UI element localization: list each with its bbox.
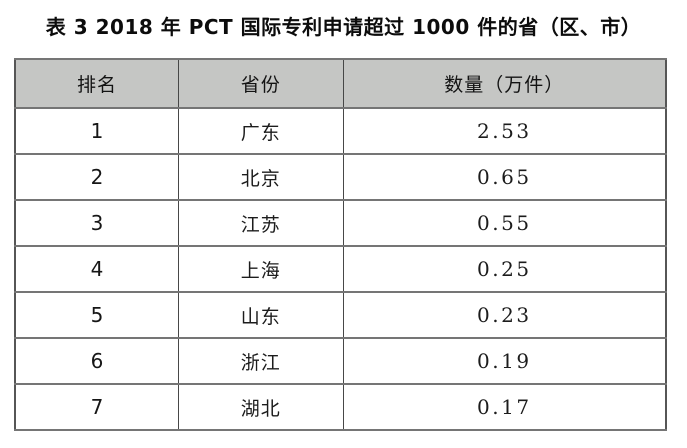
rank-cell: 6 bbox=[14, 337, 179, 385]
table-row: 2 北京 0.65 bbox=[14, 153, 667, 201]
rank-cell: 1 bbox=[14, 107, 179, 155]
quantity-cell: 0.23 bbox=[342, 291, 667, 339]
province-cell: 北京 bbox=[177, 153, 344, 201]
province-cell: 山东 bbox=[177, 291, 344, 339]
pct-applications-table: 排名 省份 数量（万件） 1 广东 2.53 2 北京 0.65 3 江苏 0.… bbox=[14, 58, 667, 431]
rank-cell: 7 bbox=[14, 383, 179, 431]
header-row: 排名 省份 数量（万件） bbox=[14, 58, 667, 109]
rank-cell: 2 bbox=[14, 153, 179, 201]
table-row: 4 上海 0.25 bbox=[14, 245, 667, 293]
table-row: 5 山东 0.23 bbox=[14, 291, 667, 339]
province-cell: 广东 bbox=[177, 107, 344, 155]
quantity-cell: 0.55 bbox=[342, 199, 667, 247]
column-header-quantity: 数量（万件） bbox=[342, 58, 667, 109]
column-header-province: 省份 bbox=[177, 58, 344, 109]
province-cell: 上海 bbox=[177, 245, 344, 293]
rank-cell: 3 bbox=[14, 199, 179, 247]
quantity-cell: 2.53 bbox=[342, 107, 667, 155]
rank-cell: 5 bbox=[14, 291, 179, 339]
quantity-cell: 0.19 bbox=[342, 337, 667, 385]
column-header-rank: 排名 bbox=[14, 58, 179, 109]
table-row: 3 江苏 0.55 bbox=[14, 199, 667, 247]
quantity-cell: 0.65 bbox=[342, 153, 667, 201]
rank-cell: 4 bbox=[14, 245, 179, 293]
province-cell: 浙江 bbox=[177, 337, 344, 385]
table-caption: 表 3 2018 年 PCT 国际专利申请超过 1000 件的省（区、市） bbox=[45, 15, 642, 39]
table-row: 6 浙江 0.19 bbox=[14, 337, 667, 385]
table-body: 1 广东 2.53 2 北京 0.65 3 江苏 0.55 4 上海 0.25 … bbox=[14, 107, 667, 431]
table-header: 排名 省份 数量（万件） bbox=[14, 58, 667, 109]
table-row: 7 湖北 0.17 bbox=[14, 383, 667, 431]
quantity-cell: 0.17 bbox=[342, 383, 667, 431]
table-row: 1 广东 2.53 bbox=[14, 107, 667, 155]
province-cell: 湖北 bbox=[177, 383, 344, 431]
quantity-cell: 0.25 bbox=[342, 245, 667, 293]
province-cell: 江苏 bbox=[177, 199, 344, 247]
